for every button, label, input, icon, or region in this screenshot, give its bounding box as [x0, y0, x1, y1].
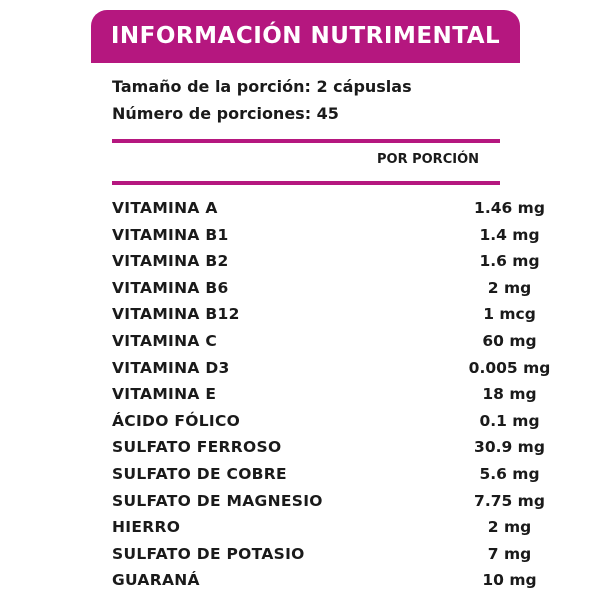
- table-row: HIERRO 2 mg: [112, 518, 531, 544]
- nutrient-name: HIERRO: [112, 518, 181, 537]
- divider-top: [112, 139, 500, 143]
- nutrient-name: GUARANÁ: [112, 571, 200, 590]
- table-row: VITAMINA B12 1 mcg: [112, 305, 536, 331]
- nutrient-value: 1.4 mg: [479, 225, 540, 244]
- nutrient-name: SULFATO DE COBRE: [112, 465, 287, 483]
- nutrient-name: VITAMINA D3: [112, 358, 230, 377]
- nutrient-name: VITAMINA B6: [112, 278, 229, 297]
- divider-bottom: [112, 181, 500, 185]
- table-row: VITAMINA D3 0.005 mg: [112, 358, 550, 385]
- page-title: INFORMACIÓN NUTRIMENTAL: [110, 23, 501, 49]
- nutrient-name: ÁCIDO FÓLICO: [112, 411, 241, 430]
- table-row: SULFATO DE MAGNESIO 7.75 mg: [112, 491, 545, 518]
- nutrient-value: 1 mcg: [483, 305, 536, 324]
- nutrient-name: VITAMINA B12: [112, 305, 240, 324]
- table-row: VITAMINA B2 1.6 mg: [112, 252, 540, 278]
- nutrient-name: SULFATO DE POTASIO: [112, 544, 305, 563]
- table-row: VITAMINA E 18 mg: [112, 385, 537, 411]
- nutrient-value: 1.46 mg: [474, 199, 545, 217]
- nutrient-value: 30.9 mg: [474, 438, 545, 457]
- nutrient-name: VITAMINA A: [112, 199, 218, 217]
- title-banner: INFORMACIÓN NUTRIMENTAL: [91, 10, 520, 63]
- nutrient-name: VITAMINA B2: [112, 252, 229, 271]
- servings-count: Número de porciones: 45: [112, 104, 339, 123]
- nutrient-value: 5.6 mg: [479, 465, 540, 483]
- table-row: ÁCIDO FÓLICO 0.1 mg: [112, 411, 540, 438]
- nutrient-name: VITAMINA C: [112, 332, 218, 350]
- nutrient-value: 0.1 mg: [479, 411, 540, 430]
- table-row: SULFATO DE POTASIO 7 mg: [112, 544, 531, 571]
- table-row: VITAMINA C 60 mg: [112, 332, 537, 358]
- column-header-per-serving: POR PORCIÓN: [376, 152, 479, 167]
- table-row: VITAMINA B6 2 mg: [112, 278, 531, 305]
- nutrient-value: 7 mg: [487, 544, 532, 563]
- nutrient-value: 2 mg: [487, 518, 532, 537]
- nutrient-name: VITAMINA B1: [112, 225, 229, 244]
- nutrient-value: 10 mg: [482, 571, 537, 590]
- nutrient-value: 60 mg: [482, 332, 537, 350]
- table-row: VITAMINA B1 1.4 mg: [112, 225, 540, 252]
- nutrient-value: 0.005 mg: [468, 358, 551, 377]
- nutrient-name: SULFATO DE MAGNESIO: [112, 491, 323, 510]
- nutrient-value: 18 mg: [482, 385, 537, 404]
- nutrient-value: 2 mg: [487, 278, 532, 297]
- nutrient-value: 7.75 mg: [474, 491, 545, 510]
- nutrient-name: SULFATO FERROSO: [112, 438, 282, 457]
- nutrient-value: 1.6 mg: [479, 252, 540, 271]
- table-row: SULFATO DE COBRE 5.6 mg: [112, 465, 540, 491]
- table-row: GUARANÁ 10 mg: [112, 571, 537, 597]
- table-row: SULFATO FERROSO 30.9 mg: [112, 438, 545, 464]
- table-row: VITAMINA A 1.46 mg: [112, 199, 545, 225]
- nutrient-name: VITAMINA E: [112, 385, 217, 404]
- serving-size: Tamaño de la porción: 2 cápuslas: [112, 77, 412, 96]
